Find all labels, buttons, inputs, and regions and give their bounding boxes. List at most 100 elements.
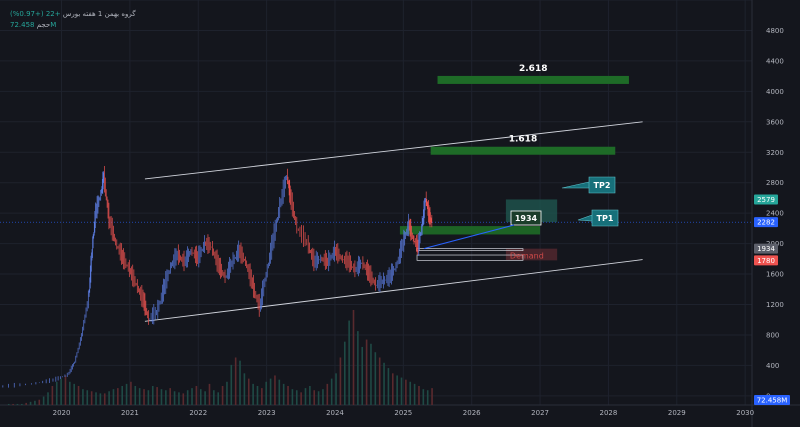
volume-bar	[422, 389, 425, 405]
volume-bar	[247, 378, 250, 405]
volume-bar	[291, 389, 294, 405]
volume-bar	[365, 339, 368, 405]
y-tick-label: 3200	[766, 149, 784, 157]
volume-bar	[21, 403, 23, 405]
volume-bar	[405, 379, 407, 405]
volume-bar	[178, 392, 180, 405]
x-tick-label: 2030	[736, 409, 754, 417]
tp1-callout-text: TP1	[597, 214, 614, 223]
volume-bar	[370, 343, 372, 405]
volume-bar	[25, 402, 27, 405]
stop-zone	[505, 248, 558, 261]
fib-level-label: 1.618	[509, 135, 537, 145]
volume-bar	[7, 403, 10, 405]
x-tick-label: 2027	[531, 409, 549, 417]
volume-bar	[357, 331, 359, 405]
volume-bar	[361, 346, 364, 405]
volume-bar	[265, 381, 268, 405]
x-tick-label: 2022	[189, 409, 207, 417]
volume-bar	[374, 352, 377, 405]
volume-bar	[400, 377, 403, 405]
volume-bar	[217, 392, 220, 405]
x-tick-label: 2021	[121, 409, 139, 417]
volume-bar	[130, 381, 132, 405]
y-tick-label: 4000	[766, 88, 784, 96]
x-tick-label: 2024	[326, 409, 344, 417]
volume-bar	[230, 364, 233, 405]
price-tag-text: 2282	[757, 219, 775, 227]
volume-bar	[300, 392, 302, 405]
volume-bar	[117, 388, 119, 405]
volume-tag	[754, 395, 790, 405]
volume-bar	[47, 392, 49, 405]
demand-label: Demand	[510, 251, 544, 260]
volume-bar	[269, 378, 272, 405]
x-tick-label: 2029	[668, 409, 686, 417]
price-tag	[754, 217, 778, 228]
volume-bar	[134, 386, 137, 405]
price-tag-text: 1780	[757, 257, 775, 265]
volume-bar	[156, 387, 158, 405]
volume-bar	[309, 386, 311, 405]
x-tick-label: 2028	[600, 409, 618, 417]
volume-bar	[34, 400, 36, 405]
volume-bar	[195, 386, 198, 405]
fib-level-band	[437, 75, 629, 84]
x-tick-label: 2020	[53, 409, 71, 417]
tp2-callout: TP2	[561, 176, 616, 194]
tp2-callout-shape	[561, 176, 616, 194]
volume-bar	[42, 396, 45, 405]
symbol-label: گروه بهمن 1 هفته بورس	[62, 10, 136, 18]
volume-bar	[160, 389, 163, 405]
volume-bar	[239, 360, 241, 405]
volume-bar	[313, 390, 316, 405]
volume-bar	[165, 390, 167, 405]
volume-bar	[274, 375, 276, 405]
volume-bar	[55, 381, 58, 405]
volume-bar	[330, 378, 333, 405]
volume-bar	[125, 383, 128, 405]
volume-bar	[383, 362, 385, 405]
channel-upper-line	[144, 121, 643, 180]
volume-bar	[112, 389, 115, 405]
volume-bar	[208, 383, 211, 405]
volume-bar	[226, 381, 228, 405]
volume-bar	[151, 386, 154, 405]
volume-bar	[60, 378, 62, 405]
volume-bar	[213, 390, 215, 405]
volume-bar	[378, 357, 381, 405]
volume-bar	[256, 386, 259, 405]
volume-bar	[12, 403, 14, 405]
volume-bar	[143, 389, 145, 405]
volume-bar	[147, 390, 150, 405]
tp2-callout-text: TP2	[594, 181, 611, 190]
fib-level-band	[430, 146, 616, 155]
volume-label: حجم	[36, 21, 51, 29]
volume-bar	[352, 310, 355, 405]
volume-bar	[99, 393, 102, 405]
price-axis-panel	[752, 0, 800, 427]
x-tick-label: 2025	[394, 409, 412, 417]
volume-bar	[86, 390, 89, 405]
volume-bar	[282, 383, 285, 405]
entry-callout-box	[510, 210, 542, 226]
volume-bar	[182, 393, 185, 405]
volume-bar	[413, 383, 416, 405]
volume-bar	[418, 386, 420, 405]
volume-bar	[169, 388, 172, 405]
volume-bar	[261, 388, 263, 405]
volume-bar	[138, 388, 141, 405]
volume-bar	[431, 388, 433, 405]
volume-bar	[278, 379, 281, 405]
y-tick-label: 2400	[766, 210, 784, 218]
volume-bar	[348, 320, 350, 405]
volume-bar	[51, 386, 54, 405]
volume-bar	[326, 383, 329, 405]
volume-bar	[16, 403, 19, 405]
volume-bar	[38, 399, 41, 405]
volume-bar	[387, 368, 390, 405]
volume-bar	[173, 391, 176, 405]
volume-bar	[343, 341, 346, 405]
